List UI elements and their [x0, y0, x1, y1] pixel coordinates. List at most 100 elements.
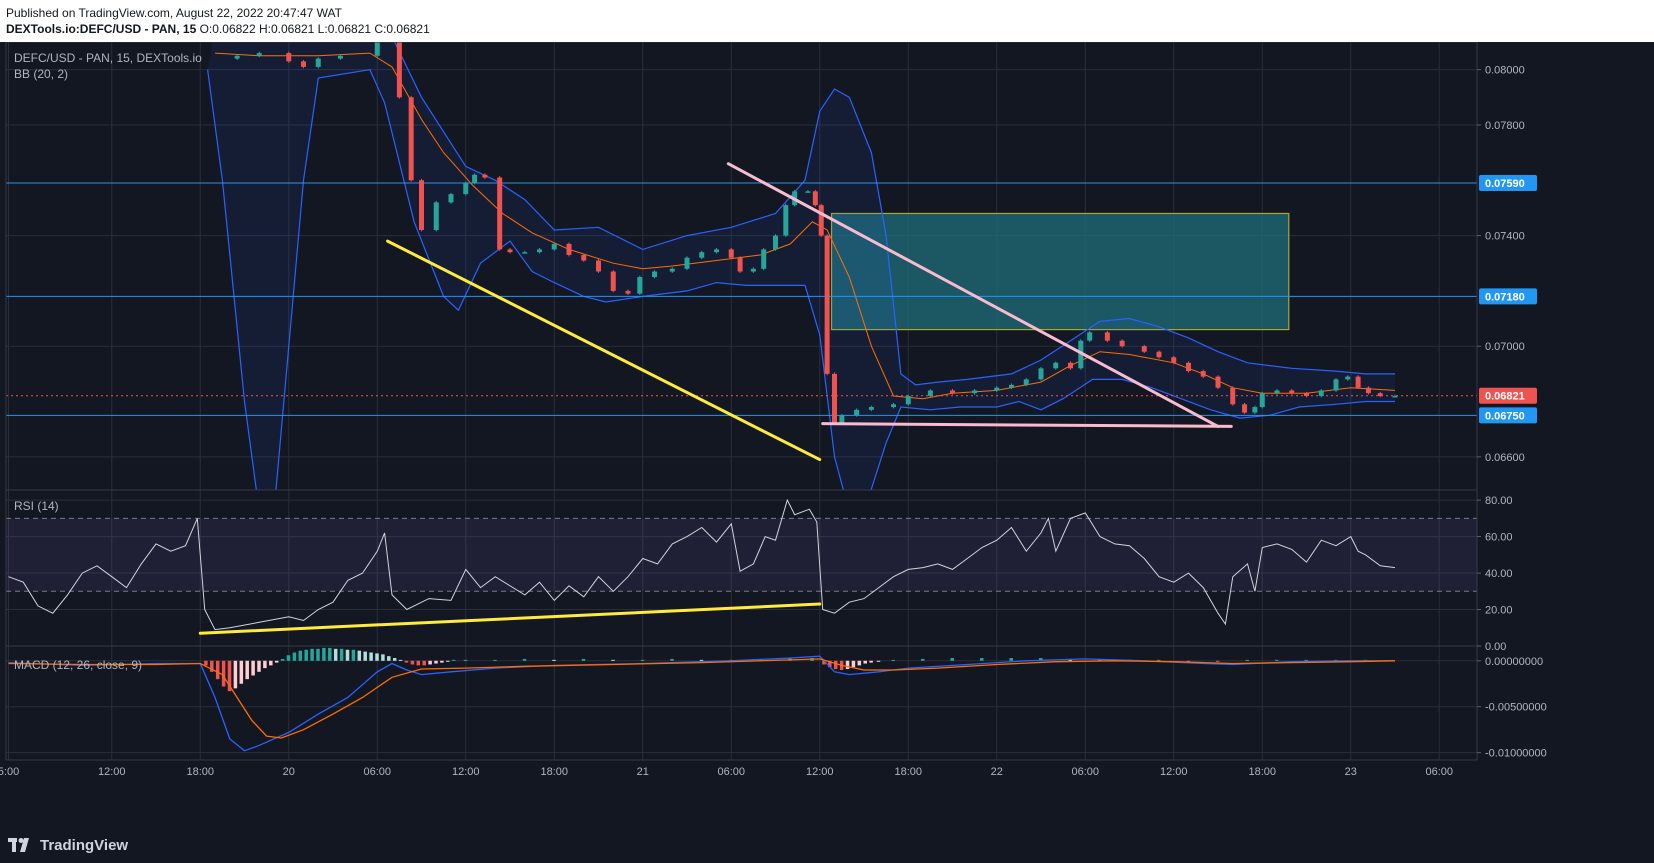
candle-body[interactable] — [286, 53, 292, 62]
macd-histogram-bar[interactable] — [446, 660, 450, 662]
candle-body[interactable] — [581, 254, 587, 261]
macd-histogram-bar[interactable] — [375, 653, 379, 661]
macd-histogram-bar[interactable] — [1334, 659, 1338, 661]
macd-histogram-bar[interactable] — [274, 660, 279, 663]
candle-body[interactable] — [1023, 379, 1029, 385]
macd-histogram-bar[interactable] — [263, 660, 267, 669]
macd-histogram-bar[interactable] — [298, 650, 303, 661]
macd-histogram-bar[interactable] — [333, 648, 338, 661]
candle-body[interactable] — [234, 55, 240, 59]
candle-body[interactable] — [1053, 362, 1059, 369]
candle-body[interactable] — [737, 257, 743, 272]
tradingview-logo[interactable]: TradingView — [8, 836, 128, 854]
macd-histogram-bar[interactable] — [280, 658, 285, 661]
macd-histogram-bar[interactable] — [215, 660, 220, 680]
macd-histogram-bar[interactable] — [921, 658, 925, 661]
macd-histogram-bar[interactable] — [410, 660, 415, 665]
macd-histogram-bar[interactable] — [1304, 659, 1309, 661]
candle-body[interactable] — [448, 194, 454, 203]
candle-body[interactable] — [522, 252, 528, 254]
macd-histogram-bar[interactable] — [611, 659, 615, 661]
candle-body[interactable] — [1377, 393, 1383, 396]
candle-body[interactable] — [1304, 393, 1309, 396]
macd-histogram-bar[interactable] — [828, 660, 832, 668]
candle-body[interactable] — [396, 42, 402, 98]
candle-body[interactable] — [1289, 390, 1295, 394]
resistance-trendline[interactable] — [726, 162, 1220, 428]
macd-histogram-bar[interactable] — [463, 659, 468, 661]
candle-body[interactable] — [824, 235, 830, 374]
macd-histogram-bar[interactable] — [670, 658, 674, 661]
candle-body[interactable] — [1119, 340, 1125, 347]
macd-histogram-bar[interactable] — [1245, 659, 1250, 661]
macd-histogram-bar[interactable] — [980, 658, 984, 661]
candle-body[interactable] — [652, 271, 658, 278]
candle-body[interactable] — [482, 174, 488, 178]
macd-histogram-bar[interactable] — [522, 658, 527, 661]
macd-histogram-bar[interactable] — [552, 659, 556, 661]
candle-body[interactable] — [1365, 387, 1371, 394]
candle-body[interactable] — [714, 249, 719, 253]
macd-histogram-bar[interactable] — [857, 660, 862, 666]
macd-histogram-bar[interactable] — [398, 659, 403, 661]
candle-body[interactable] — [596, 260, 601, 272]
candle-body[interactable] — [761, 249, 767, 269]
macd-histogram-bar[interactable] — [434, 660, 438, 664]
candle-body[interactable] — [1355, 376, 1361, 388]
candle-body[interactable] — [1274, 390, 1280, 394]
candle-body[interactable] — [684, 257, 690, 269]
candle-body[interactable] — [773, 235, 778, 250]
macd-histogram-bar[interactable] — [451, 659, 456, 661]
macd-histogram-bar[interactable] — [381, 654, 385, 661]
candle-body[interactable] — [637, 277, 643, 294]
macd-histogram-bar[interactable] — [699, 659, 704, 661]
candle-body[interactable] — [868, 407, 874, 410]
candle-body[interactable] — [537, 249, 542, 253]
macd-histogram-bar[interactable] — [876, 660, 881, 662]
candle-body[interactable] — [728, 249, 734, 258]
macd-histogram-bar[interactable] — [304, 649, 308, 661]
candle-body[interactable] — [408, 97, 414, 181]
macd-histogram-bar[interactable] — [328, 647, 332, 661]
candle-body[interactable] — [1171, 357, 1177, 363]
candle-body[interactable] — [256, 53, 262, 56]
macd-histogram-bar[interactable] — [357, 650, 362, 661]
macd-histogram-bar[interactable] — [1009, 658, 1014, 661]
candle-body[interactable] — [337, 55, 343, 59]
macd-histogram-bar[interactable] — [1275, 659, 1279, 661]
candle-body[interactable] — [950, 390, 955, 394]
base-line[interactable] — [821, 422, 1233, 428]
macd-histogram-bar[interactable] — [581, 658, 586, 661]
macd-histogram-bar[interactable] — [392, 658, 397, 661]
bb-lower-line[interactable] — [207, 69, 1395, 512]
macd-histogram-bar[interactable] — [1157, 659, 1161, 661]
candle-body[interactable] — [1252, 407, 1258, 413]
candle-body[interactable] — [994, 387, 1000, 391]
candle-body[interactable] — [1230, 387, 1236, 405]
macd-histogram-bar[interactable] — [322, 647, 326, 661]
macd-histogram-bar[interactable] — [428, 660, 432, 665]
candle-body[interactable] — [497, 177, 503, 250]
candle-body[interactable] — [1104, 332, 1110, 341]
macd-histogram-bar[interactable] — [833, 660, 838, 670]
macd-histogram-bar[interactable] — [404, 660, 409, 663]
candle-body[interactable] — [472, 174, 478, 184]
rsi-trendline[interactable] — [198, 602, 822, 635]
macd-histogram-bar[interactable] — [257, 660, 261, 672]
candle-body[interactable] — [1087, 332, 1093, 341]
candle-body[interactable] — [1215, 376, 1221, 388]
candle-body[interactable] — [1392, 395, 1398, 398]
candle-body[interactable] — [1038, 368, 1044, 380]
macd-histogram-bar[interactable] — [845, 660, 850, 670]
macd-histogram-bar[interactable] — [440, 660, 444, 663]
macd-histogram-bar[interactable] — [363, 651, 367, 661]
candle-body[interactable] — [315, 58, 321, 67]
chart-canvas[interactable]: 5:00 12:00 18:00 20 06:00 12:00 18:00 21 06:00 12… — [0, 42, 1654, 826]
macd-histogram-bar[interactable] — [493, 659, 497, 661]
candle-body[interactable] — [625, 290, 631, 294]
candle-body[interactable] — [812, 191, 818, 206]
candle-body[interactable] — [1318, 390, 1324, 396]
candle-body[interactable] — [1200, 371, 1206, 377]
candle-body[interactable] — [891, 404, 896, 408]
candle-body[interactable] — [419, 180, 424, 231]
